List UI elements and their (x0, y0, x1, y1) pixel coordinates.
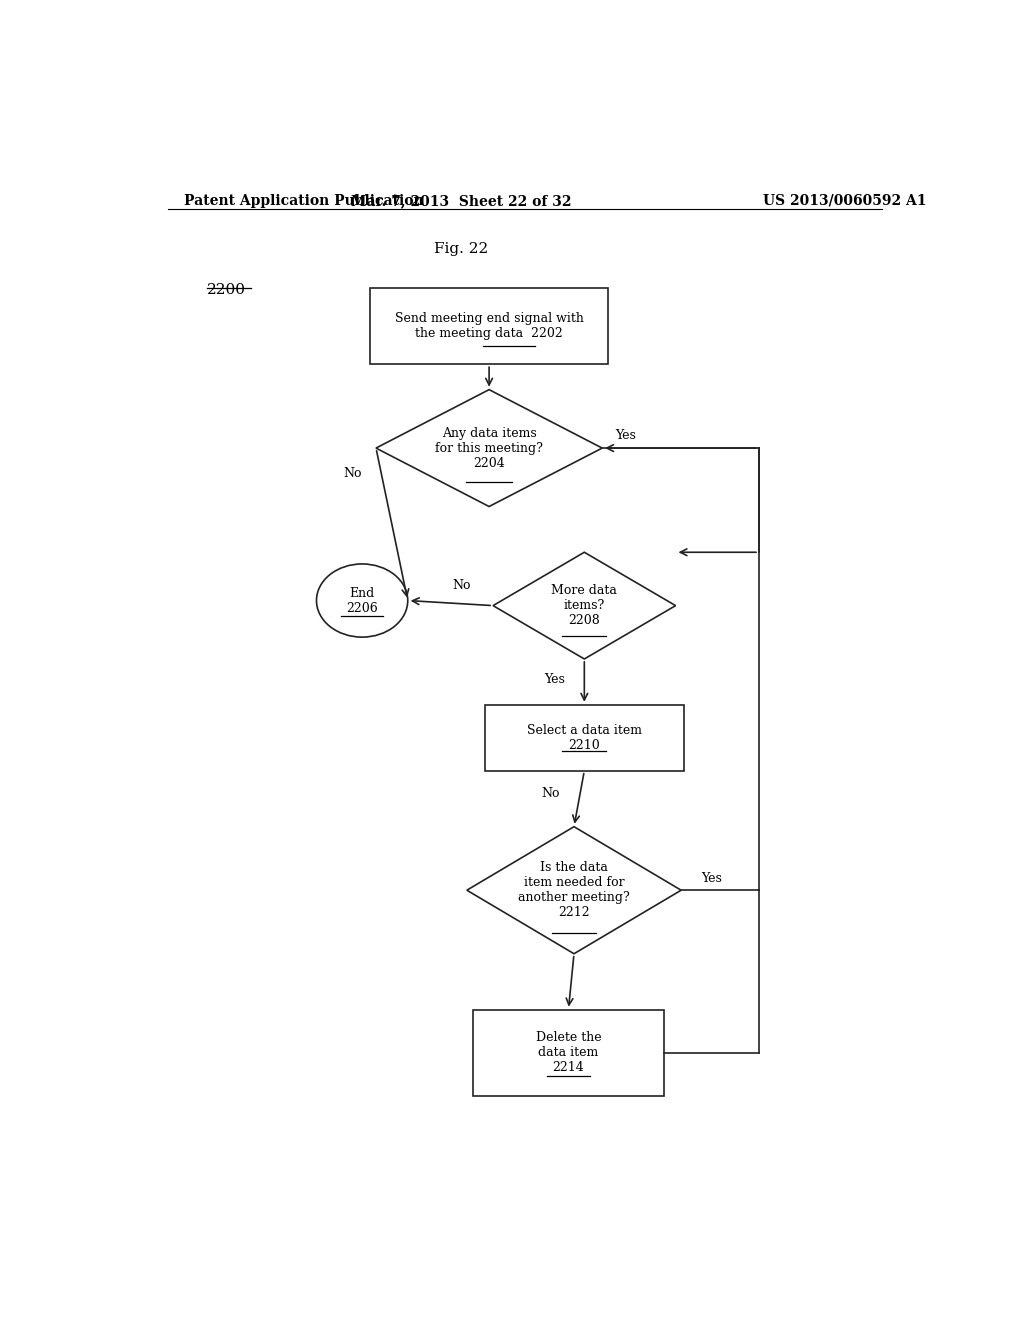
Text: Yes: Yes (544, 673, 564, 686)
Ellipse shape (316, 564, 408, 638)
Text: Select a data item
2210: Select a data item 2210 (526, 723, 642, 752)
Text: End
2206: End 2206 (346, 586, 378, 615)
Text: More data
items?
2208: More data items? 2208 (551, 585, 617, 627)
Polygon shape (376, 389, 602, 507)
Text: Mar. 7, 2013  Sheet 22 of 32: Mar. 7, 2013 Sheet 22 of 32 (351, 194, 571, 209)
Text: US 2013/0060592 A1: US 2013/0060592 A1 (763, 194, 927, 209)
Text: Delete the
data item
2214: Delete the data item 2214 (536, 1031, 601, 1074)
Text: Patent Application Publication: Patent Application Publication (183, 194, 423, 209)
Text: Send meeting end signal with
the meeting data  2202: Send meeting end signal with the meeting… (394, 312, 584, 341)
Text: Any data items
for this meeting?
2204: Any data items for this meeting? 2204 (435, 426, 543, 470)
Text: No: No (452, 578, 471, 591)
Text: Is the data
item needed for
another meeting?
2212: Is the data item needed for another meet… (518, 861, 630, 919)
Text: 2200: 2200 (207, 284, 247, 297)
FancyBboxPatch shape (485, 705, 684, 771)
Polygon shape (467, 826, 681, 954)
FancyBboxPatch shape (370, 288, 608, 364)
Polygon shape (494, 552, 676, 659)
Text: Yes: Yes (700, 871, 722, 884)
Text: Fig. 22: Fig. 22 (434, 242, 488, 256)
Text: No: No (542, 787, 560, 800)
FancyBboxPatch shape (473, 1010, 664, 1096)
Text: Yes: Yes (615, 429, 637, 442)
Text: No: No (343, 467, 361, 480)
